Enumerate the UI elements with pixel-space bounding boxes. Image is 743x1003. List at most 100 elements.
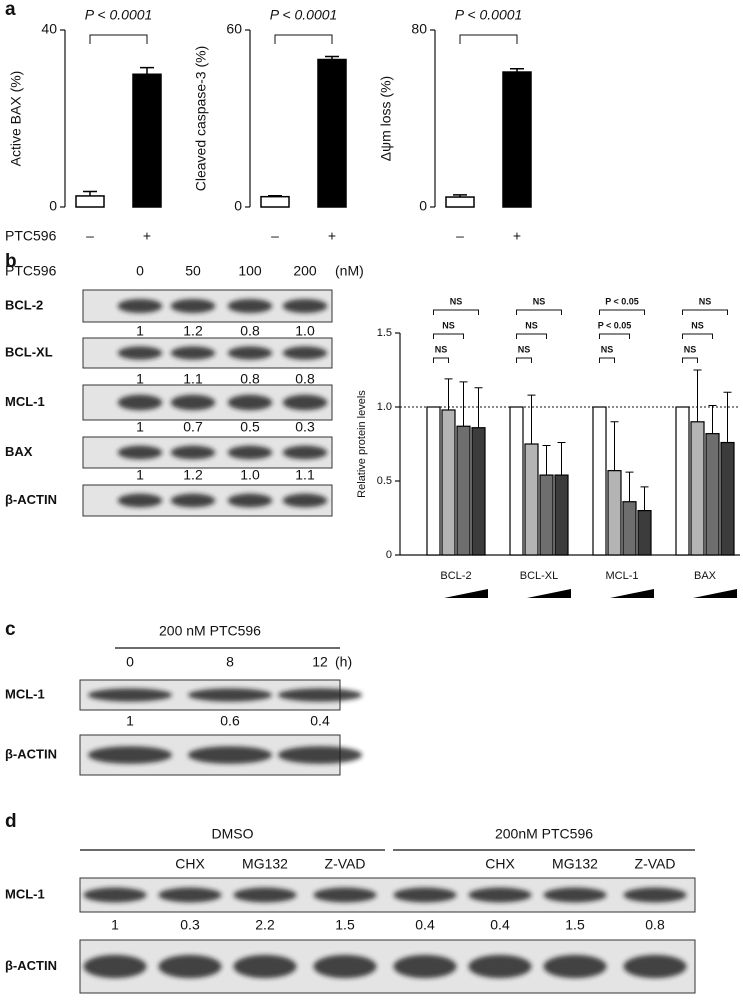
bar	[75, 195, 105, 208]
band	[227, 298, 273, 314]
quantification: 0.7	[183, 419, 203, 435]
bar	[317, 58, 347, 208]
error-bar	[542, 444, 551, 476]
band	[468, 887, 532, 903]
band	[227, 445, 273, 460]
band	[158, 954, 222, 979]
significance: NS	[684, 344, 697, 354]
band	[188, 746, 272, 764]
lane-label: MG132	[552, 856, 598, 872]
bracket	[433, 309, 479, 315]
quantification: 1	[111, 917, 119, 933]
x-tick-label: +	[513, 228, 521, 244]
bracket	[682, 333, 713, 339]
band	[278, 746, 362, 764]
band	[83, 954, 147, 979]
band	[88, 688, 172, 702]
row-label: β-ACTIN	[5, 746, 57, 761]
panel-label: b	[5, 251, 17, 272]
significance: NS	[533, 296, 546, 306]
lane-label: Z-VAD	[325, 856, 366, 872]
bracket	[682, 357, 698, 363]
error-bar	[693, 369, 702, 422]
bar	[441, 409, 456, 556]
band	[233, 954, 297, 979]
x-tick-label: +	[143, 228, 151, 244]
bracket	[516, 309, 562, 315]
band	[117, 298, 163, 314]
quantification: 0.3	[180, 917, 200, 933]
panel-label: a	[5, 0, 16, 20]
p-value: P < 0.0001	[270, 7, 338, 23]
lane-label: 12	[312, 654, 328, 670]
quantification: 1.5	[335, 917, 355, 933]
group-label: 200nM PTC596	[495, 826, 593, 842]
dose-ramp	[610, 589, 654, 598]
row-label: BCL-XL	[5, 344, 53, 359]
bracket	[274, 34, 333, 44]
quantification: 1	[136, 371, 144, 387]
y-tick-label: 0	[419, 198, 427, 214]
quantification: 1.0	[240, 467, 260, 483]
band	[170, 445, 216, 460]
significance: NS	[691, 320, 704, 330]
band	[313, 954, 377, 979]
quantification: 1	[126, 713, 134, 729]
x-tick-label: BAX	[694, 570, 717, 582]
quantification: 0.8	[295, 371, 315, 387]
lane-label: 8	[226, 654, 234, 670]
y-tick-label: 80	[411, 21, 427, 37]
dose-ramp	[444, 589, 488, 598]
band	[117, 394, 163, 411]
bar	[509, 406, 524, 556]
lane-label: CHX	[175, 856, 205, 872]
bracket	[682, 309, 728, 315]
quantification: 0.5	[240, 419, 260, 435]
error-bar	[723, 391, 732, 443]
row-label: BCL-2	[5, 297, 43, 312]
band	[543, 954, 607, 979]
error-bar	[625, 471, 634, 502]
x-tick-label: BCL-2	[440, 570, 471, 582]
band	[623, 954, 687, 979]
band	[282, 493, 328, 508]
quantification: 1.5	[565, 917, 585, 933]
band	[282, 394, 328, 411]
bar	[471, 427, 486, 556]
unit: (h)	[335, 654, 352, 670]
row-label: MCL-1	[5, 394, 45, 409]
significance: NS	[450, 296, 463, 306]
quantification: 1	[136, 467, 144, 483]
bar	[622, 501, 637, 556]
blot-title: 200 nM PTC596	[159, 623, 261, 639]
band	[623, 887, 687, 903]
significance: NS	[601, 344, 614, 354]
significance: NS	[442, 320, 455, 330]
band	[393, 887, 457, 903]
bar	[637, 510, 652, 556]
band	[117, 445, 163, 460]
lane-label: 0	[126, 654, 134, 670]
error-bar	[640, 486, 649, 511]
significance: P < 0.05	[605, 296, 639, 306]
group-label: DMSO	[212, 826, 254, 842]
lane-label: CHX	[485, 856, 515, 872]
y-tick-label: 60	[226, 21, 242, 37]
bracket	[599, 309, 645, 315]
bar	[445, 196, 475, 208]
lane-label: 100	[238, 263, 262, 279]
band	[282, 445, 328, 460]
error-bar	[83, 190, 97, 196]
y-tick-label: 40	[41, 21, 57, 37]
bar	[705, 433, 720, 556]
p-value: P < 0.0001	[455, 7, 523, 23]
band	[227, 394, 273, 411]
quantification: 0.8	[240, 323, 260, 339]
error-bar	[510, 67, 524, 73]
bar	[456, 425, 471, 556]
y-tick-label: 0	[49, 198, 57, 214]
panel-label: c	[5, 619, 16, 640]
quantification: 0.8	[645, 917, 665, 933]
bracket	[433, 333, 464, 339]
bracket	[459, 34, 518, 44]
